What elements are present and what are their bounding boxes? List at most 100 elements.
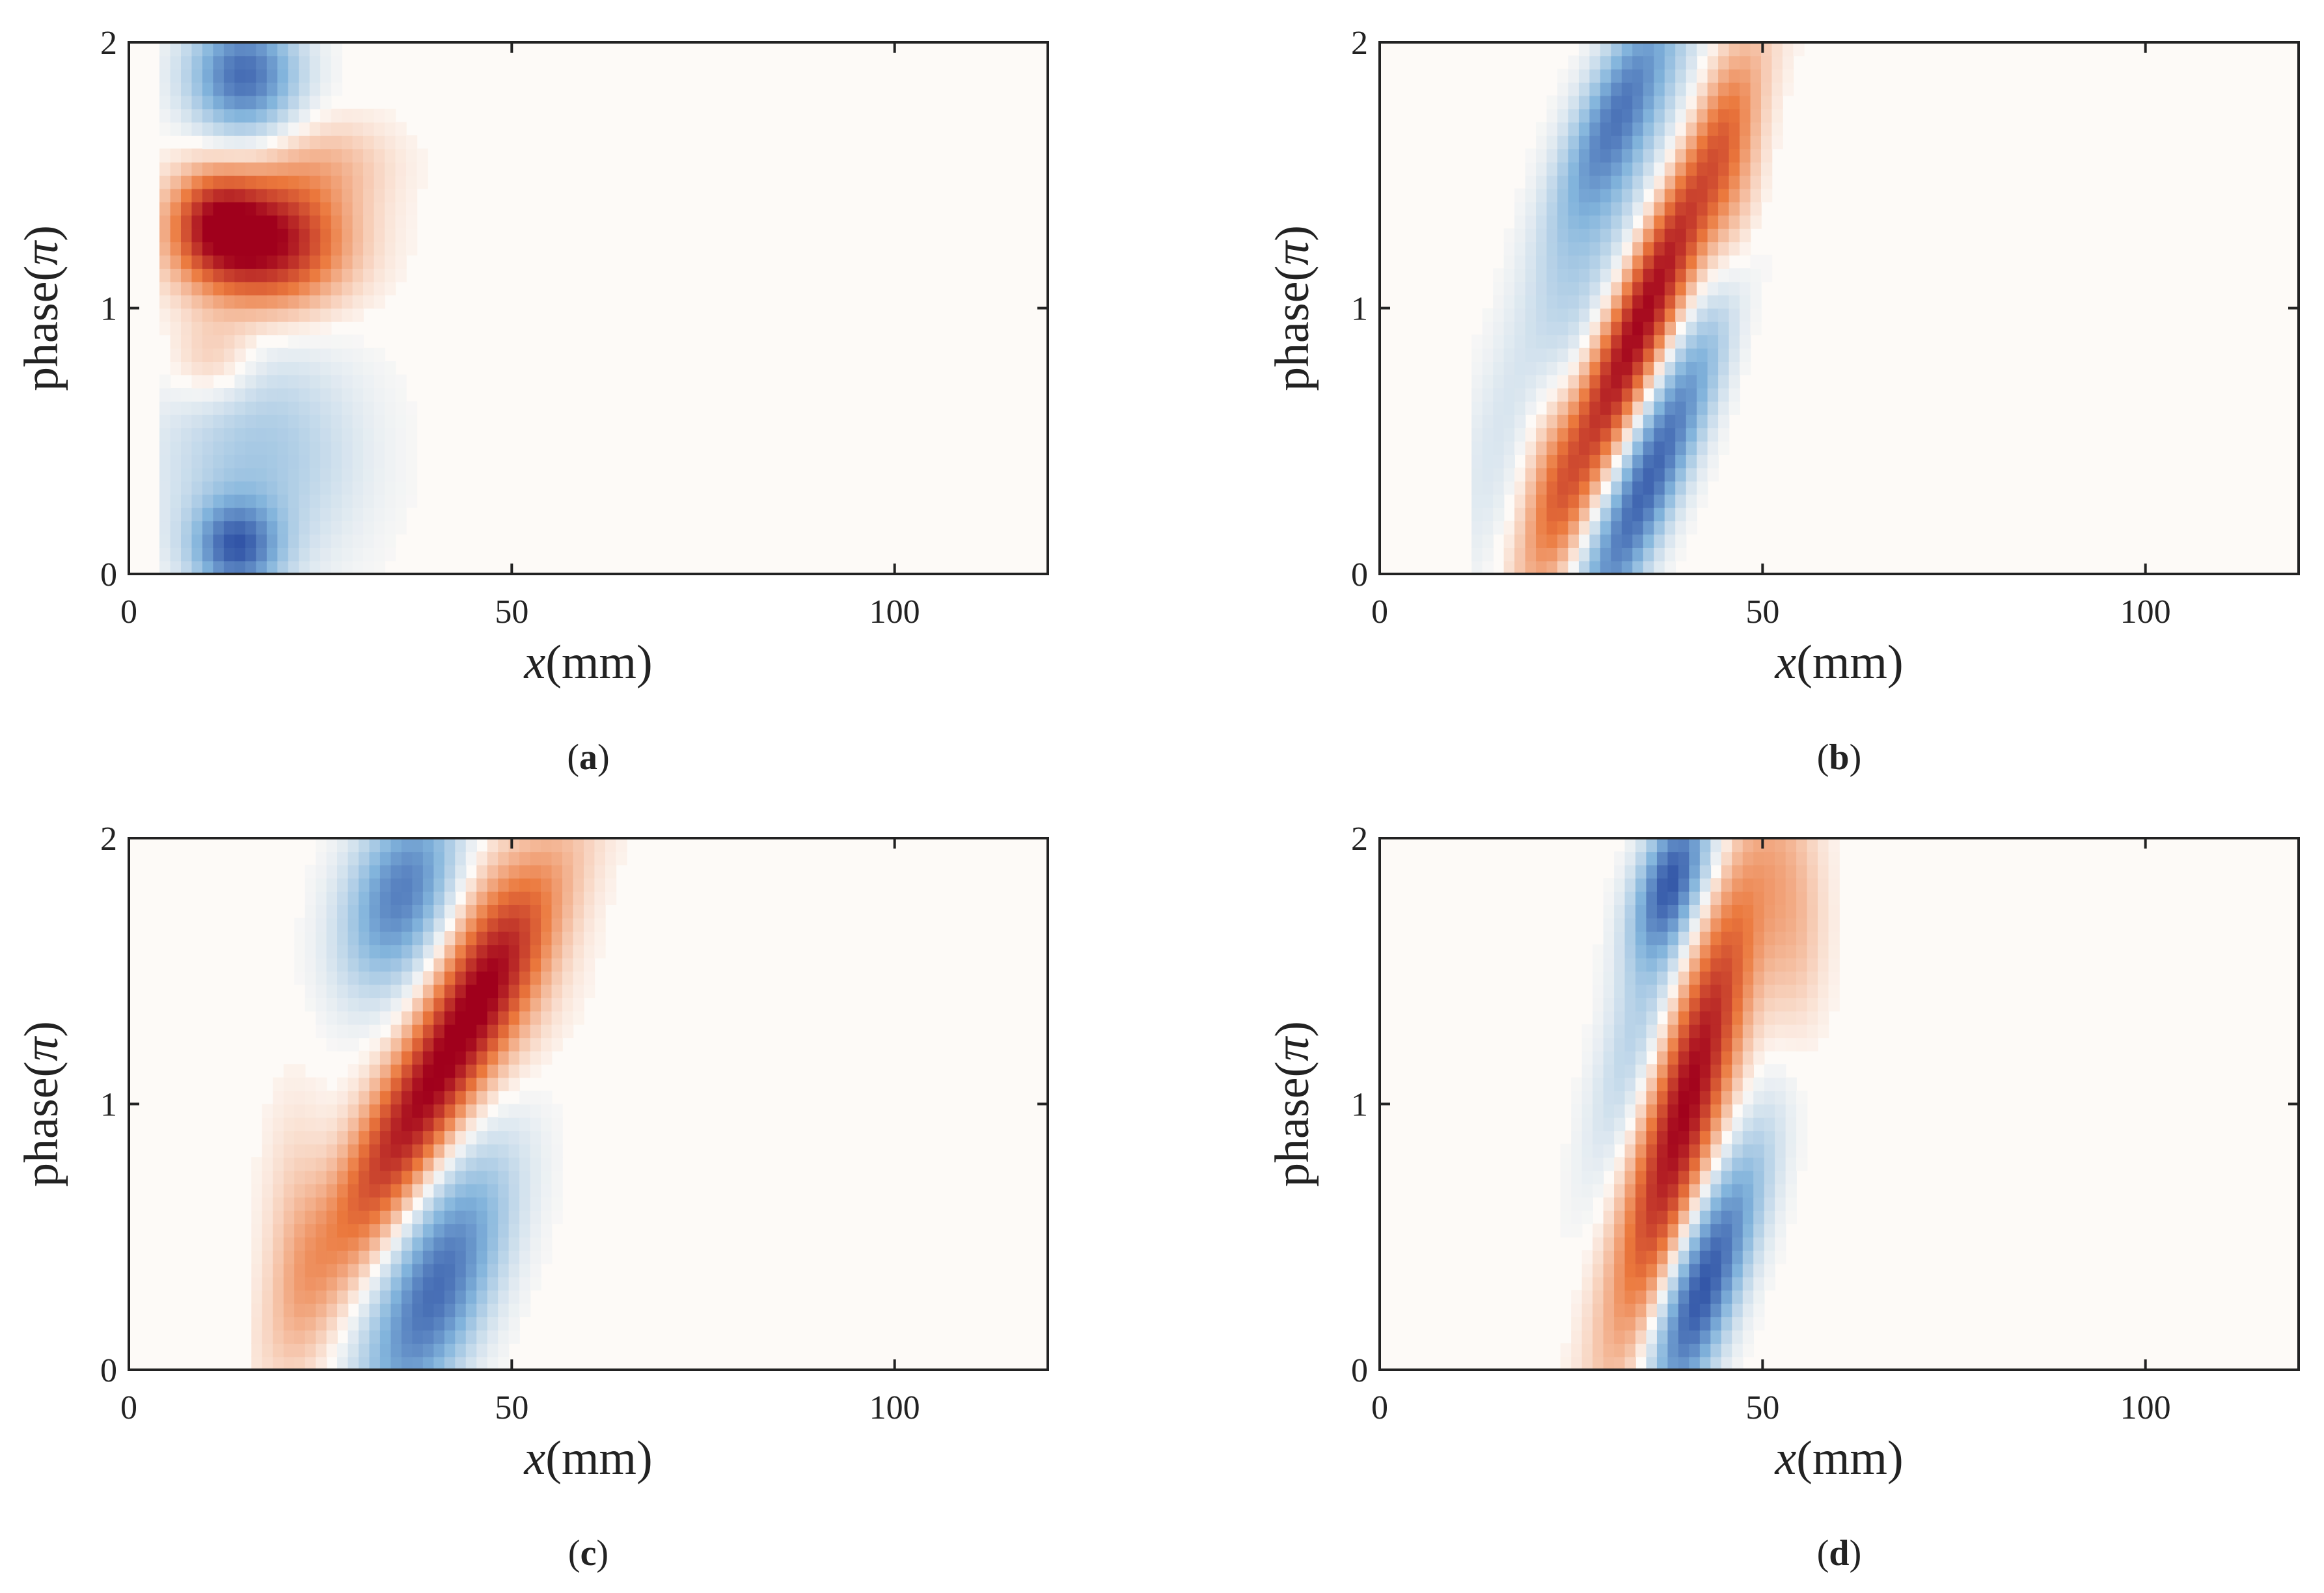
panel-d-heatmap-cell bbox=[1732, 984, 1743, 998]
panel-c-heatmap-cell bbox=[294, 918, 306, 932]
panel-c-heatmap-cell bbox=[359, 918, 370, 932]
panel-d-heatmap-cell bbox=[1689, 1077, 1701, 1091]
panel-b-heatmap-cell bbox=[1578, 82, 1591, 96]
panel-b-heatmap-cell bbox=[1589, 428, 1601, 442]
panel-a-heatmap-cell bbox=[395, 161, 407, 176]
panel-c-heatmap-cell bbox=[337, 1250, 349, 1264]
panel-a-heatmap-cell bbox=[417, 161, 428, 176]
panel-c-heatmap-cell bbox=[530, 931, 541, 946]
panel-d-heatmap-cell bbox=[1710, 1064, 1722, 1078]
panel-d-heatmap-cell bbox=[1732, 1157, 1743, 1171]
panel-b-heatmap-cell bbox=[1707, 228, 1719, 243]
panel-c-heatmap-cell bbox=[444, 864, 456, 879]
panel-c-heatmap-cell bbox=[573, 931, 584, 946]
panel-c-heatmap-cell bbox=[390, 1077, 402, 1091]
panel-c-heatmap-cell bbox=[476, 1356, 488, 1370]
panel-c-heatmap-cell bbox=[401, 1263, 413, 1277]
panel-a-heatmap-cell bbox=[191, 268, 203, 282]
panel-c-heatmap-cell bbox=[476, 1236, 488, 1251]
panel-b-heatmap-cell bbox=[1707, 295, 1719, 309]
panel-c-heatmap-cell bbox=[326, 1329, 338, 1344]
panel-c-heatmap-cell bbox=[530, 1011, 541, 1025]
panel-a-heatmap-cell bbox=[352, 135, 364, 150]
panel-b-heatmap-cell bbox=[1632, 388, 1644, 402]
panel-b-heatmap-cell bbox=[1686, 321, 1697, 336]
panel-c-heatmap-cell bbox=[422, 905, 435, 919]
panel-d-heatmap-cell bbox=[1721, 1117, 1733, 1132]
panel-c-heatmap-cell bbox=[390, 1157, 402, 1171]
panel-b-heatmap-cell bbox=[1632, 547, 1644, 562]
panel-b-heatmap-cell bbox=[1514, 334, 1526, 349]
panel-a-heatmap-cell bbox=[234, 347, 246, 362]
panel-b-heatmap-cell bbox=[1718, 401, 1730, 415]
panel-a-heatmap-cell bbox=[277, 68, 289, 83]
panel-a-heatmap-cell bbox=[342, 202, 353, 216]
panel-a-heatmap-cell bbox=[181, 55, 193, 70]
panel-c-heatmap-cell bbox=[305, 891, 316, 905]
panel-c-heatmap-cell bbox=[498, 1143, 510, 1158]
panel-c-heatmap-cell bbox=[369, 1143, 381, 1158]
panel-d-heatmap-cell bbox=[1667, 944, 1679, 959]
panel-c-heatmap-cell bbox=[498, 1157, 510, 1171]
panel-d-heatmap-cell bbox=[1742, 1143, 1755, 1158]
panel-a-heatmap-cell bbox=[331, 494, 342, 508]
panel-d-heatmap-cell bbox=[1593, 1064, 1604, 1078]
panel-b-heatmap-cell bbox=[1740, 122, 1751, 136]
panel-a-heatmap-cell bbox=[234, 281, 246, 295]
panel-a-heatmap-cell bbox=[159, 481, 171, 495]
panel-c-heatmap-cell bbox=[433, 838, 445, 852]
panel-b-heatmap-cell bbox=[1707, 148, 1719, 163]
panel-a-heatmap-cell bbox=[277, 109, 289, 123]
panel-b-heatmap-cell bbox=[1729, 122, 1740, 136]
panel-d-heatmap-cell bbox=[1764, 1210, 1775, 1225]
panel-a-heatmap-cell bbox=[266, 507, 279, 522]
panel-c-heatmap-cell bbox=[316, 1263, 327, 1277]
panel-a-heatmap-cell bbox=[256, 68, 267, 83]
panel-c-heatmap-cell bbox=[422, 1236, 435, 1251]
panel-a-heatmap-cell bbox=[223, 454, 236, 469]
panel-a-heatmap-cell bbox=[159, 441, 171, 455]
panel-a-heatmap-cell bbox=[191, 401, 203, 415]
panel-d-heatmap-cell bbox=[1721, 864, 1733, 879]
panel-a-heatmap-cell bbox=[320, 254, 332, 269]
panel-b-heatmap-cell bbox=[1600, 414, 1612, 429]
panel-d-caption: (d) bbox=[1817, 1533, 1861, 1573]
panel-c-heatmap-cell bbox=[273, 1197, 284, 1211]
panel-d-heatmap-cell bbox=[1614, 1263, 1626, 1277]
panel-b-heatmap-cell bbox=[1718, 347, 1730, 362]
panel-a-heatmap-cell bbox=[331, 334, 342, 349]
panel-c-heatmap-cell bbox=[316, 957, 327, 972]
panel-d-heatmap-cell bbox=[1614, 864, 1626, 879]
panel-c-heatmap-cell bbox=[498, 998, 510, 1012]
panel-a-heatmap-cell bbox=[213, 334, 225, 349]
panel-a-heatmap-cell bbox=[288, 281, 300, 295]
panel-d-heatmap-cell bbox=[1656, 1157, 1669, 1171]
panel-b-heatmap-cell bbox=[1482, 481, 1494, 495]
panel-c-heatmap-cell bbox=[519, 1236, 531, 1251]
panel-c-heatmap-cell bbox=[359, 1117, 370, 1132]
panel-a-heatmap-cell bbox=[159, 547, 171, 562]
panel-b-heatmap-cell bbox=[1697, 268, 1708, 282]
panel-b-heatmap-cell bbox=[1503, 521, 1515, 535]
panel-d-heatmap-cell bbox=[1635, 1077, 1647, 1091]
panel-d-heatmap-cell bbox=[1667, 1329, 1679, 1344]
panel-b-heatmap-cell bbox=[1707, 122, 1719, 136]
panel-c-heatmap-cell bbox=[294, 1210, 306, 1225]
panel-a-xlabel-variable: x bbox=[523, 636, 545, 689]
panel-a-heatmap-cell bbox=[363, 401, 375, 415]
panel-a-heatmap-cell bbox=[191, 228, 203, 243]
panel-a-heatmap-cell bbox=[223, 122, 236, 136]
panel-a-heatmap-cell bbox=[395, 414, 407, 429]
panel-d-heatmap-cell bbox=[1775, 984, 1786, 998]
panel-b-heatmap-cell bbox=[1589, 321, 1601, 336]
panel-b-heatmap-cell bbox=[1546, 560, 1558, 575]
panel-b-heatmap-cell bbox=[1557, 560, 1569, 575]
panel-a-heatmap-cell bbox=[202, 55, 214, 70]
panel-a-heatmap-cell bbox=[331, 481, 342, 495]
panel-c-heatmap-cell bbox=[348, 984, 359, 998]
panel-c-heatmap-cell bbox=[348, 957, 359, 972]
panel-c-heatmap-cell bbox=[283, 1356, 295, 1370]
panel-c-heatmap-cell bbox=[476, 1263, 488, 1277]
panel-c-heatmap-cell bbox=[487, 891, 499, 905]
